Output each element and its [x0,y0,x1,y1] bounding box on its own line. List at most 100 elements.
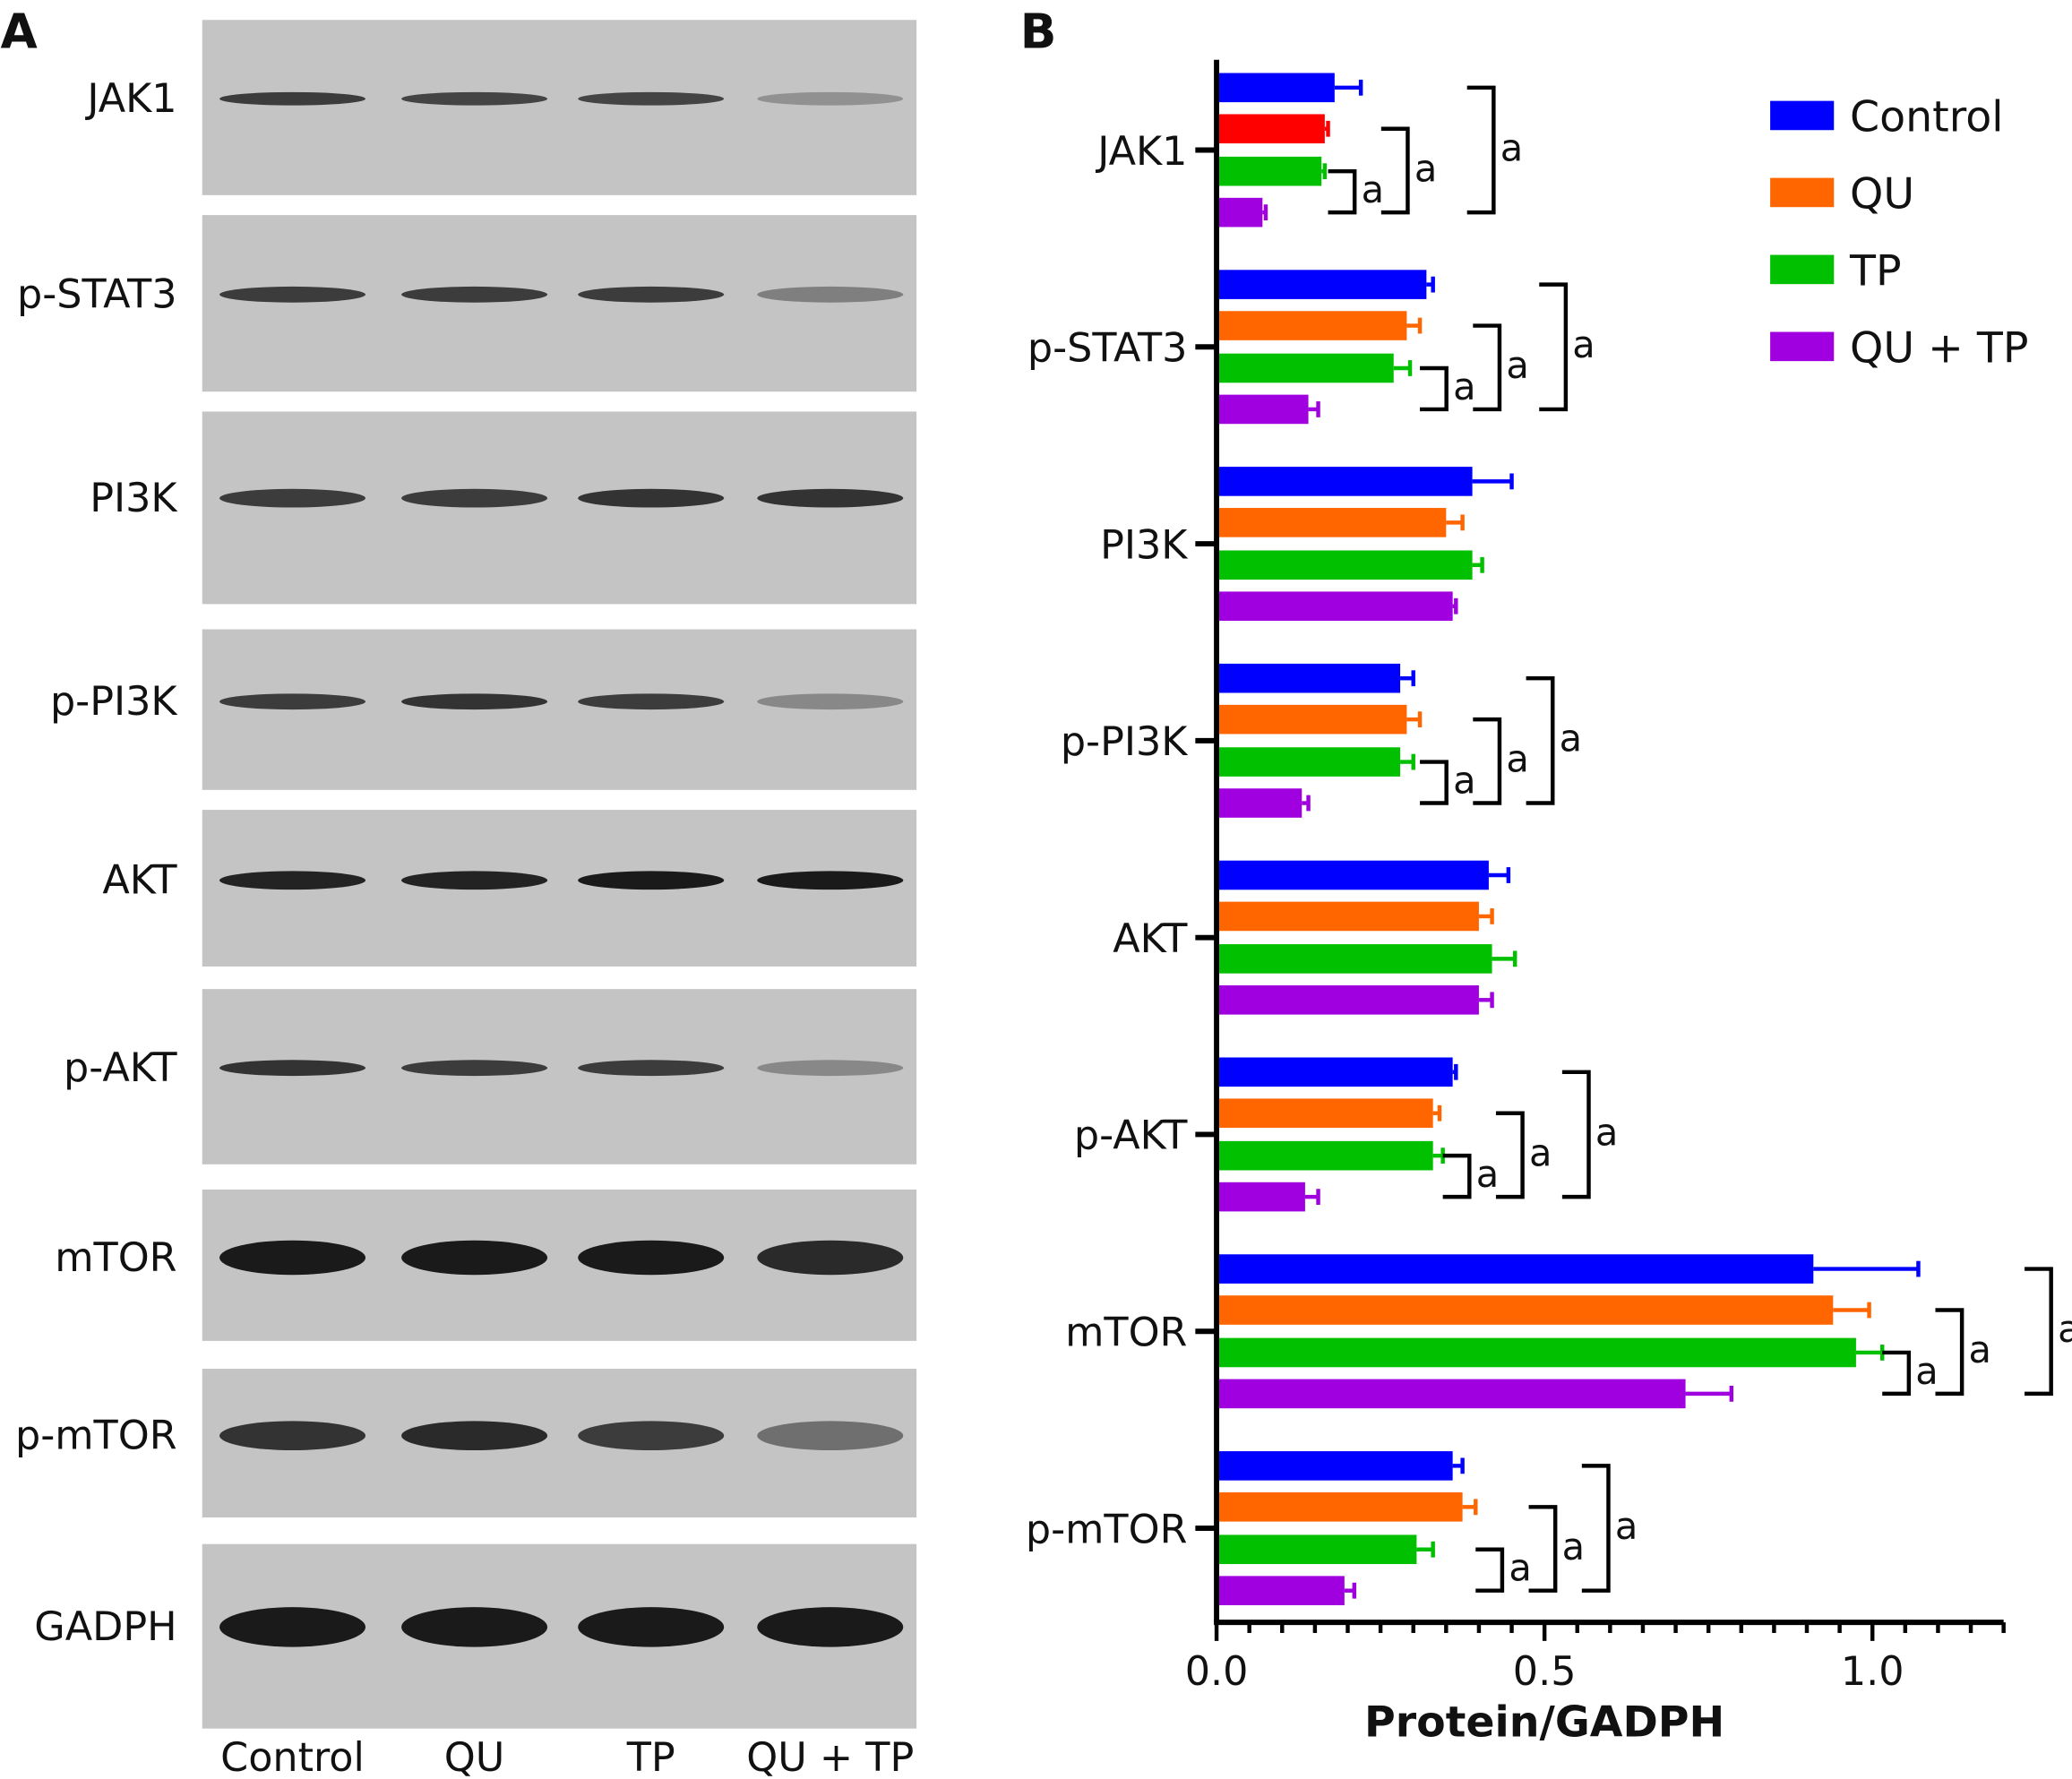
bar-qu [1219,1492,1463,1522]
x-tick-label: 1.0 [1841,1649,1904,1695]
bar-tp [1219,550,1473,580]
significance-mark: a [1506,737,1528,781]
protein-band [401,488,548,508]
protein-band [219,1421,366,1451]
protein-band [578,871,725,890]
protein-band [401,1060,548,1077]
significance-mark: a [1969,1328,1991,1371]
significance-bracket [1420,760,1449,805]
protein-band [757,488,904,508]
bar-control [1219,1057,1453,1087]
panel-b-label: B [1020,3,1057,59]
x-tick-label: 0.5 [1513,1649,1577,1695]
protein-band [219,286,366,303]
significance-mark: a [1414,146,1437,190]
legend-label: TP [1849,247,1902,296]
blot-row-label: p-mTOR [15,1414,177,1459]
protein-band [578,91,725,106]
blot-row-label: p-AKT [64,1045,177,1091]
bar-tp [1219,1534,1417,1565]
protein-band [401,286,548,303]
blot-strip [202,629,917,790]
significance-bracket [1420,365,1449,412]
significance-bracket [1328,168,1357,215]
significance-bracket [1475,1547,1505,1593]
significance-bracket [1466,85,1496,215]
blot-strip [202,411,917,605]
protein-band [757,91,904,106]
blot-row-label: mTOR [55,1235,176,1281]
significance-mark: a [1476,1152,1499,1196]
significance-mark: a [1453,365,1475,408]
bar-qu-tp [1219,394,1309,425]
legend-label: QU [1850,170,1914,219]
significance-bracket [1380,126,1410,215]
bar-control [1219,663,1401,693]
bar-qu [1219,508,1447,537]
category-label: PI3K [1100,522,1189,568]
blot-row-label: AKT [102,858,177,904]
legend-label: QU + TP [1850,324,2028,374]
significance-bracket [1473,717,1502,805]
bar-qu [1219,114,1325,144]
protein-band [401,1240,548,1276]
bar-qu [1219,311,1407,340]
protein-band [578,286,725,303]
protein-band [401,91,548,106]
significance-bracket [1528,1505,1558,1593]
bar-qu-tp [1219,985,1479,1015]
bar-control [1219,270,1427,299]
protein-band [219,693,366,710]
bar-tp [1219,1337,1856,1368]
protein-band [401,871,548,890]
protein-band [757,693,904,710]
protein-band [578,1421,725,1451]
legend-swatch [1770,177,1835,208]
significance-bracket [1581,1464,1611,1593]
protein-band [401,1607,548,1647]
protein-band [757,1240,904,1276]
protein-band [757,1060,904,1077]
category-label: p-STAT3 [1027,326,1188,372]
significance-mark: a [1562,1525,1585,1568]
protein-band [219,1607,366,1647]
legend-swatch [1770,254,1835,285]
protein-band [219,488,366,508]
bar-tp [1219,944,1492,974]
protein-band [401,693,548,710]
significance-bracket [1561,1070,1591,1199]
significance-bracket [1539,282,1569,412]
protein-band [219,1060,366,1077]
significance-mark: a [1529,1130,1552,1174]
significance-mark: a [1595,1110,1618,1154]
bar-tp [1219,353,1394,383]
significance-mark: a [1560,717,1582,761]
protein-band [578,693,725,710]
significance-mark: a [2058,1307,2072,1351]
bar-tp [1219,156,1322,186]
significance-mark: a [1506,343,1528,387]
protein-band [757,1421,904,1451]
legend-swatch [1770,331,1835,362]
category-label: p-PI3K [1061,719,1189,765]
bar-qu-tp [1219,591,1453,622]
significance-bracket [2025,1267,2053,1397]
significance-mark: a [1500,125,1523,169]
bar-qu-tp [1219,1576,1345,1605]
blot-row-label: PI3K [90,476,178,521]
blot-row-label: JAK1 [84,76,176,122]
panel-a-label: A [0,3,38,59]
significance-bracket [1882,1350,1912,1397]
bar-control [1219,860,1489,890]
blot-strip [202,20,917,195]
significance-mark: a [1362,168,1384,211]
blot-strip [202,215,917,392]
bar-tp [1219,1140,1433,1171]
bar-qu-tp [1219,788,1303,818]
bar-qu [1219,704,1407,735]
significance-mark: a [1915,1349,1938,1393]
western-blot-panel: JAK1 p-STAT3 PI3K p-PI3K AKT p-AKT mTOR p-mTOR G… [15,20,917,1779]
legend-label: Control [1850,93,2003,142]
blot-lane-label: QU + TP [746,1735,914,1779]
x-tick-label: 0.0 [1185,1649,1249,1695]
